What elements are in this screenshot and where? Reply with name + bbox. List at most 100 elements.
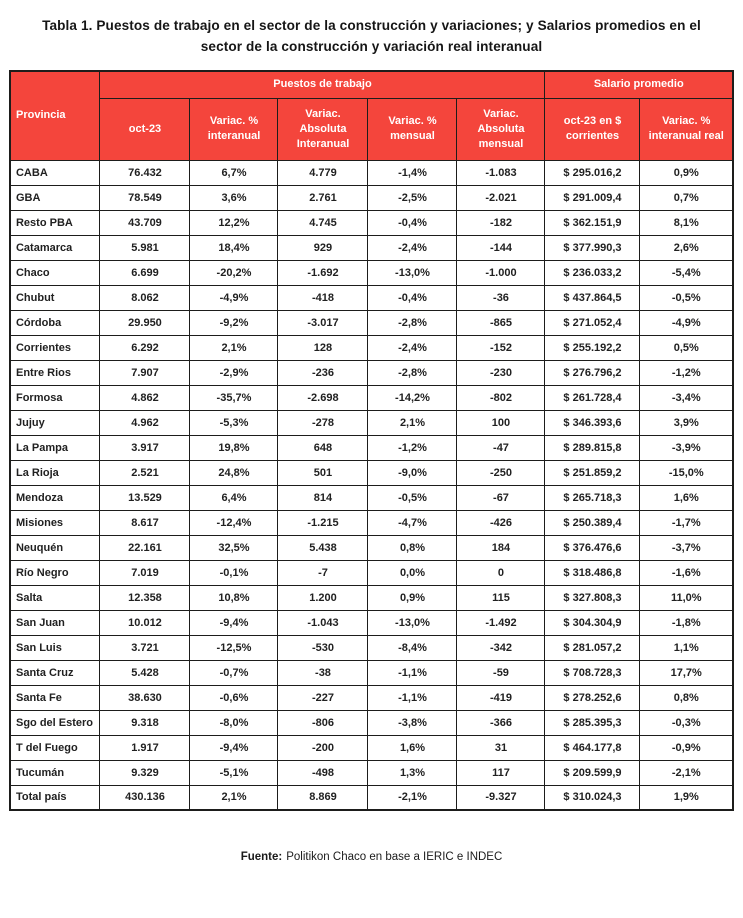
value-cell: -230: [456, 359, 546, 386]
value-cell: -38: [277, 659, 369, 686]
source-label: Fuente:: [240, 851, 283, 864]
value-cell: 8.062: [99, 284, 191, 311]
value-cell: -14,2%: [367, 384, 458, 411]
table-row: Córdoba 29.950 -9,2% -3.017 -2,8% -865 $ 271.0…: [9, 309, 734, 336]
value-cell: -1.492: [456, 609, 546, 636]
province-cell: Total país: [9, 784, 101, 811]
value-cell: 24,8%: [189, 459, 279, 486]
province-cell: T del Fuego: [9, 734, 101, 761]
value-cell: -36: [456, 284, 546, 311]
value-cell: -2.698: [277, 384, 369, 411]
province-cell: Río Negro: [9, 559, 101, 586]
value-cell: -20,2%: [189, 259, 279, 286]
table-row: Misiones 8.617 -12,4% -1.215 -4,7% -426 $ 250.…: [9, 509, 734, 536]
table-row: Corrientes 6.292 2,1% 128 -2,4% -152 $ 255.192…: [9, 334, 734, 361]
value-cell: 6.699: [99, 259, 191, 286]
value-cell: 38.630: [99, 684, 191, 711]
value-cell: -366: [456, 709, 546, 736]
province-cell: Santa Fe: [9, 684, 101, 711]
province-cell: Misiones: [9, 509, 101, 536]
value-cell: -250: [456, 459, 546, 486]
value-cell: $ 265.718,3: [544, 484, 641, 511]
value-cell: -2,4%: [367, 334, 458, 361]
value-cell: 18,4%: [189, 234, 279, 261]
table-row: GBA 78.549 3,6% 2.761 -2,5% -2.021 $ 291.009,4…: [9, 184, 734, 211]
value-cell: -0,5%: [367, 484, 458, 511]
value-cell: $ 250.389,4: [544, 509, 641, 536]
value-cell: -3.017: [277, 309, 369, 336]
value-cell: -9,4%: [189, 734, 279, 761]
value-cell: $ 281.057,2: [544, 634, 641, 661]
value-cell: -4,7%: [367, 509, 458, 536]
value-cell: 430.136: [99, 784, 191, 811]
page-title: Tabla 1. Puestos de trabajo en el sector…: [42, 18, 701, 55]
value-cell: -530: [277, 634, 369, 661]
province-cell: Catamarca: [9, 234, 101, 261]
value-cell: 6.292: [99, 334, 191, 361]
value-cell: 1.200: [277, 584, 369, 611]
value-cell: -5,3%: [189, 409, 279, 436]
province-cell: Chubut: [9, 284, 101, 311]
value-cell: -419: [456, 684, 546, 711]
value-cell: -1,8%: [639, 609, 734, 636]
value-cell: -182: [456, 209, 546, 236]
value-cell: $ 255.192,2: [544, 334, 641, 361]
value-cell: 78.549: [99, 184, 191, 211]
province-cell: Jujuy: [9, 409, 101, 436]
value-cell: -2,4%: [367, 234, 458, 261]
table-header: Provincia Puestos de trabajo Salario pro…: [9, 70, 734, 161]
value-cell: -1,1%: [367, 659, 458, 686]
value-cell: -3,8%: [367, 709, 458, 736]
province-cell: Salta: [9, 584, 101, 611]
value-cell: -15,0%: [639, 459, 734, 486]
data-table: Provincia Puestos de trabajo Salario pro…: [8, 70, 734, 812]
value-cell: $ 295.016,2: [544, 159, 641, 186]
value-cell: 22.161: [99, 534, 191, 561]
province-cell: Chaco: [9, 259, 101, 286]
value-cell: 10.012: [99, 609, 191, 636]
value-cell: -1,4%: [367, 159, 458, 186]
value-cell: -1.215: [277, 509, 369, 536]
subheader-col-6: Variac. % interanual real: [639, 97, 734, 161]
value-cell: -0,6%: [189, 684, 279, 711]
subheader-col-1: Variac. % interanual: [189, 97, 279, 161]
value-cell: -13,0%: [367, 609, 458, 636]
value-cell: -9,0%: [367, 459, 458, 486]
value-cell: 6,4%: [189, 484, 279, 511]
header-sub-row: oct-23 Variac. % interanual Variac. Absolu…: [10, 97, 734, 161]
value-cell: -1.083: [456, 159, 546, 186]
value-cell: 9.329: [99, 759, 191, 786]
value-cell: -0,9%: [639, 734, 734, 761]
value-cell: -1,6%: [639, 559, 734, 586]
value-cell: 4.745: [277, 209, 369, 236]
value-cell: 8,1%: [639, 209, 734, 236]
value-cell: 8.869: [277, 784, 369, 811]
table-row: Catamarca 5.981 18,4% 929 -2,4% -144 $ 377.990…: [9, 234, 734, 261]
table-row: La Pampa 3.917 19,8% 648 -1,2% -47 $ 289.815,8…: [9, 434, 734, 461]
value-cell: -0,5%: [639, 284, 734, 311]
value-cell: 10,8%: [189, 584, 279, 611]
value-cell: 17,7%: [639, 659, 734, 686]
value-cell: $ 346.393,6: [544, 409, 641, 436]
value-cell: 8.617: [99, 509, 191, 536]
total-row: Total país 430.136 2,1% 8.869 -2,1% -9.327 $ 3…: [9, 784, 734, 811]
province-cell: La Pampa: [9, 434, 101, 461]
value-cell: -5,4%: [639, 259, 734, 286]
value-cell: -418: [277, 284, 369, 311]
value-cell: -3,4%: [639, 384, 734, 411]
subheader-col-2: Variac. Absoluta Interanual: [277, 97, 369, 161]
province-cell: Neuquén: [9, 534, 101, 561]
value-cell: -498: [277, 759, 369, 786]
subheader-col-0: oct-23: [99, 97, 191, 161]
value-cell: -7: [277, 559, 369, 586]
table-row: Río Negro 7.019 -0,1% -7 0,0% 0 $ 318.486,8 -1,…: [9, 559, 734, 586]
value-cell: 5.438: [277, 534, 369, 561]
header-group-salario-promedio: Salario promedio: [544, 70, 734, 99]
value-cell: -1.043: [277, 609, 369, 636]
value-cell: 31: [456, 734, 546, 761]
value-cell: 117: [456, 759, 546, 786]
value-cell: 12,2%: [189, 209, 279, 236]
value-cell: 13.529: [99, 484, 191, 511]
value-cell: 1,6%: [367, 734, 458, 761]
table-row: Resto PBA 43.709 12,2% 4.745 -0,4% -182 $ 362.…: [9, 209, 734, 236]
